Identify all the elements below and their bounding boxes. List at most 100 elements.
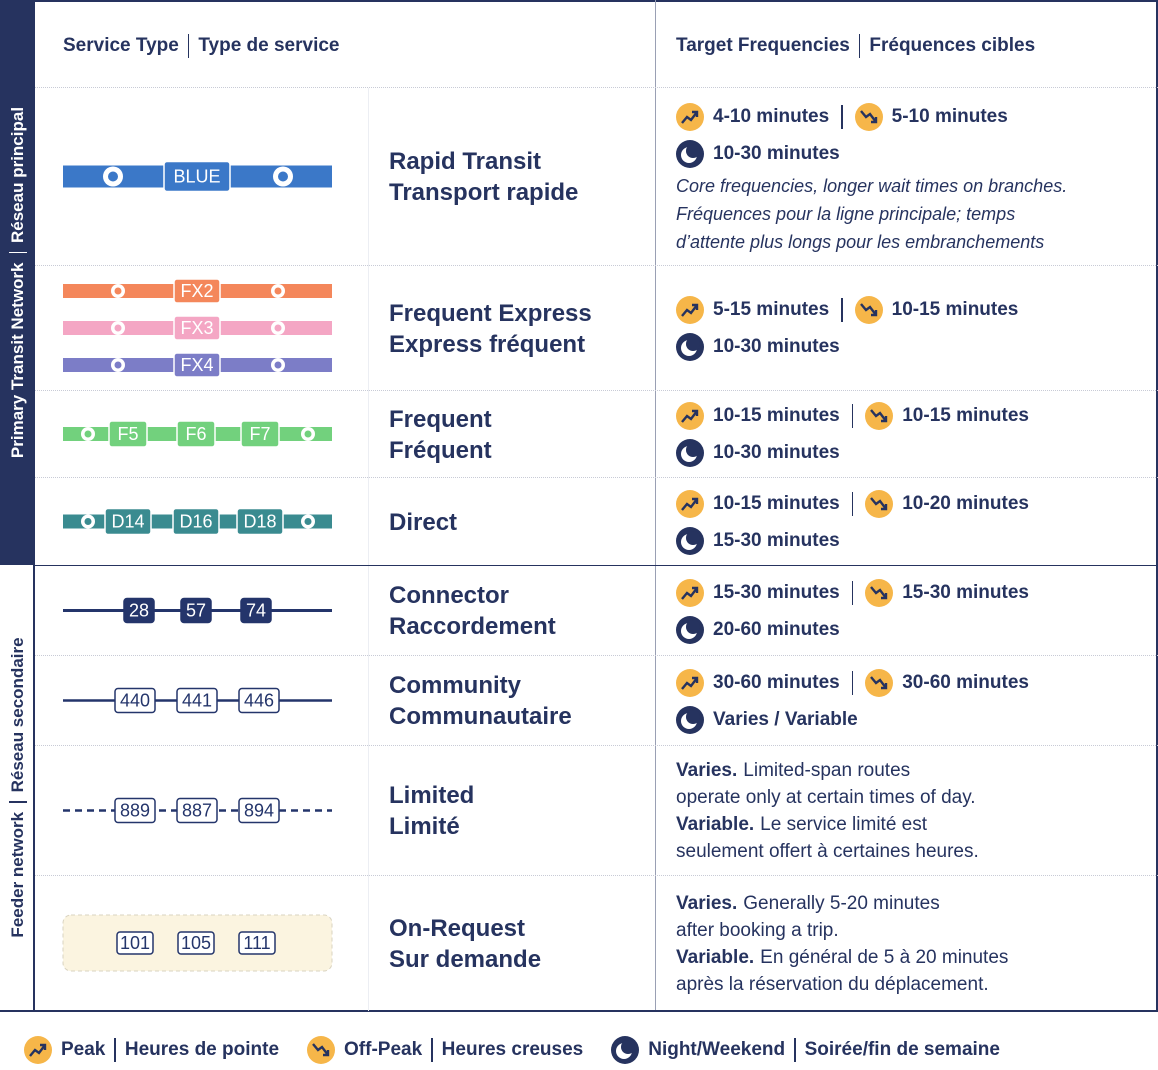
name-line: Communautaire: [389, 703, 572, 730]
note-line: Core frequencies, longer wait times on b…: [676, 176, 1068, 196]
separator: [794, 1038, 796, 1062]
route-label: D18: [243, 511, 276, 531]
primary-en: Primary Transit Network: [7, 262, 27, 459]
legend: Peak Heures de pointe Off-Peak Heures creus…: [24, 1030, 1000, 1070]
route-label: 446: [244, 690, 274, 710]
name-line: Frequent Express: [389, 299, 592, 327]
separator: [8, 801, 27, 803]
name-line: Connector: [389, 582, 509, 609]
route-badge: [116, 931, 154, 955]
icon-bg: [865, 668, 894, 697]
service-row: 889 887 894 Limited Limité Varies. Limited-spa…: [35, 745, 1158, 876]
icon-bg: [676, 102, 704, 131]
route-badge: [238, 797, 280, 824]
icon-bg: [854, 102, 883, 131]
route-label: FX4: [180, 355, 213, 375]
frequency-line: 5-15 minutes 10-15 minutes: [676, 292, 1018, 329]
icon-bg: [676, 296, 704, 324]
route-graphic: FX2 FX3 FX4: [63, 278, 332, 378]
route-badge: [176, 420, 216, 448]
paragraph-line: Variable. Le service limité est: [676, 811, 979, 838]
service-name: Direct: [389, 478, 457, 566]
peak-icon: [676, 578, 704, 607]
night-frequency: 10-30 minutes: [713, 336, 840, 357]
icon-bg: [854, 296, 883, 324]
arrow: [681, 586, 698, 600]
paragraph-line: after booking a trip.: [676, 917, 1008, 944]
service-name: Community Communautaire: [389, 656, 572, 746]
icon-bg: [865, 578, 894, 607]
route-label: FX3: [180, 318, 213, 338]
arrow-head: [692, 497, 699, 504]
name-line: Limited: [389, 782, 475, 809]
night-icon: [676, 439, 704, 467]
name-line: Rapid Transit: [389, 148, 542, 175]
peak-icon: [24, 1036, 52, 1064]
separator: [431, 1038, 433, 1062]
stop-center: [114, 324, 122, 332]
arrow-head: [881, 503, 888, 510]
stop-center: [274, 324, 282, 332]
frequency-line: 15-30 minutes 15-30 minutes: [676, 574, 1029, 611]
offpeak-frequency: 10-15 minutes: [902, 405, 1029, 426]
stop-center: [108, 171, 118, 182]
icon-bg: [676, 578, 704, 607]
name-line: Community: [389, 672, 521, 699]
arrow-head: [692, 409, 699, 416]
paragraph-lead: Variable.: [676, 946, 755, 968]
route-badge: [114, 687, 156, 714]
peak-frequency: 4-10 minutes: [713, 105, 830, 127]
service-row: 101 105 111 On-Request Sur demande Varies. Gen…: [35, 875, 1158, 1011]
arrow: [312, 1043, 329, 1056]
night-frequency: 15-30 minutes: [713, 529, 840, 551]
separator: [858, 34, 861, 58]
paragraph-text: En général de 5 à 20 minutes: [760, 946, 1009, 968]
legend-label: Off-Peak: [344, 1039, 423, 1060]
outer-frame: [0, 0, 1158, 1012]
paragraph-lead: Variable.: [676, 814, 755, 835]
icon-bg: [676, 668, 704, 697]
separator: [851, 670, 854, 695]
route-label: 111: [243, 933, 270, 953]
arrow-head: [881, 416, 888, 423]
frequency-line: 10-15 minutes 10-20 minutes: [676, 485, 1029, 522]
arrow: [859, 303, 877, 316]
night-icon: [676, 705, 704, 734]
service-row: 28 57 74 Connector Raccordement 15-30 minutes…: [35, 565, 1158, 656]
stop-center: [274, 361, 282, 369]
night-icon: [676, 615, 704, 644]
offpeak-icon: [865, 402, 894, 430]
night-icon: [676, 139, 704, 168]
frequency-cell: Varies. Limited-span routes operate only a…: [676, 746, 979, 876]
offpeak-frequency: 10-20 minutes: [902, 492, 1029, 514]
frequency-line: Varies / Variable: [676, 701, 1029, 738]
arrow-head: [881, 682, 888, 689]
arrow: [681, 497, 698, 511]
service-name: Frequent Fréquent: [389, 391, 492, 478]
feeder-en: Feeder network: [7, 811, 27, 938]
route-label: BLUE: [173, 166, 220, 186]
frequency-line: 20-60 minutes: [676, 611, 1029, 648]
route-graphic: F5 F6 F7: [63, 420, 332, 448]
frequency-cell: 10-15 minutes 10-20 minutes 15-30 minutes: [676, 478, 1029, 566]
cell-divider: [368, 478, 369, 566]
peak-icon: [676, 668, 704, 697]
header-freq: Target Frequencies Fréquences cibles: [676, 28, 1035, 64]
name-line: Fréquent: [389, 436, 492, 464]
frequency-cell: 15-30 minutes 15-30 minutes 20-60 minutes: [676, 566, 1029, 656]
moon-cut: [686, 337, 700, 351]
frequency-line: 10-30 minutes: [676, 329, 1018, 366]
paragraph-text: after booking a trip.: [676, 919, 839, 941]
route-badge: [236, 507, 284, 536]
name-line: On-Request: [389, 914, 526, 942]
route-graphic: BLUE: [63, 160, 332, 193]
route-label: 28: [129, 600, 149, 620]
paragraph-text: Le service limité est: [760, 814, 928, 835]
frequency-line: 15-30 minutes: [676, 522, 1029, 559]
paragraph-text: seulement offert à certaines heures.: [676, 841, 979, 862]
stop-center: [84, 518, 92, 525]
route-badge: [172, 507, 220, 536]
cell-divider: [368, 266, 369, 391]
moon-cut: [686, 530, 700, 545]
service-row: D14 D16 D18 Direct 10-15 minutes 10-20 minute…: [35, 477, 1158, 566]
